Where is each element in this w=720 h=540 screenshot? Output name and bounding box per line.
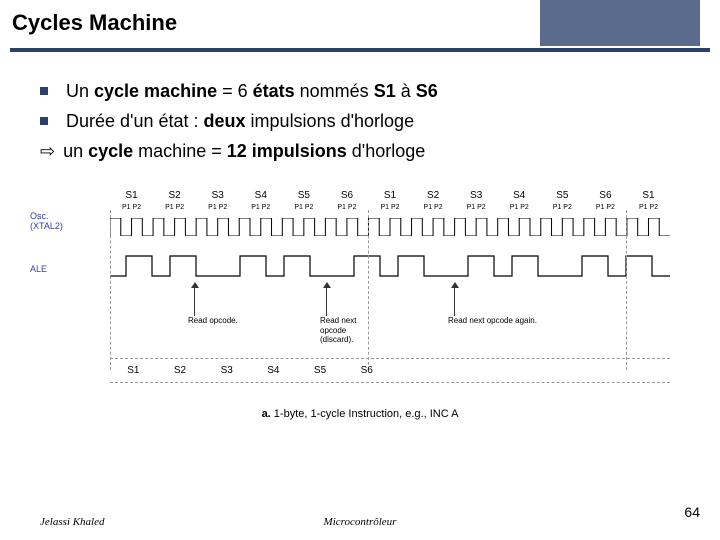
state-label: S6	[584, 190, 627, 201]
header-box	[540, 0, 700, 46]
vertical-dash	[110, 210, 111, 370]
callout-read-next-discard: Read next opcode (discard).	[320, 286, 356, 345]
state-label: S5	[541, 190, 584, 201]
state-label: S6	[343, 365, 390, 376]
state-label: S3	[196, 190, 239, 201]
state-label: S3	[203, 365, 250, 376]
footer-subject: Microcontrôleur	[0, 516, 720, 528]
state-label: S6	[325, 190, 368, 201]
state-label: S2	[157, 365, 204, 376]
callout-read-next-again: Read next opcode again.	[448, 286, 537, 326]
state-label: S4	[239, 190, 282, 201]
state-label: S4	[498, 190, 541, 201]
state-label: S2	[153, 190, 196, 201]
state-label: S1	[627, 190, 670, 201]
state-label: S3	[455, 190, 498, 201]
title-rule	[10, 48, 710, 52]
arrow-icon: ⇨	[40, 138, 55, 166]
state-labels-top: S1S2S3S4S5S6S1S2S3S4S5S6S1	[110, 190, 670, 201]
callout-read-opcode: Read opcode.	[188, 286, 238, 326]
hdash-1	[110, 358, 670, 359]
diagram-caption: a. 1-byte, 1-cycle Instruction, e.g., IN…	[30, 408, 690, 420]
vertical-dash	[626, 210, 627, 370]
state-label: S1	[110, 365, 157, 376]
bullet-list: Un cycle machine = 6 états nommés S1 à S…	[40, 78, 680, 166]
timing-diagram: S1S2S3S4S5S6S1S2S3S4S5S6S1 P1 P2P1 P2P1 …	[30, 190, 690, 480]
bullet-2: Durée d'un état : deux impulsions d'horl…	[40, 108, 680, 136]
bullet-square-icon	[40, 117, 48, 125]
bullet-1: Un cycle machine = 6 états nommés S1 à S…	[40, 78, 680, 106]
bullet-conclusion: ⇨ un cycle machine = 12 impulsions d'hor…	[40, 138, 680, 166]
osc-label: Osc. (XTAL2)	[30, 212, 63, 232]
state-label: S5	[297, 365, 344, 376]
state-label: S5	[282, 190, 325, 201]
vertical-dash	[368, 210, 369, 370]
hdash-2	[110, 382, 670, 383]
ale-label: ALE	[30, 264, 47, 274]
state-label: S2	[412, 190, 455, 201]
bullet-square-icon	[40, 87, 48, 95]
state-label: S4	[250, 365, 297, 376]
state-label: S1	[368, 190, 411, 201]
page-title: Cycles Machine	[12, 10, 177, 36]
state-label: S1	[110, 190, 153, 201]
state-labels-bottom: S1S2S3S4S5S6	[110, 365, 390, 376]
